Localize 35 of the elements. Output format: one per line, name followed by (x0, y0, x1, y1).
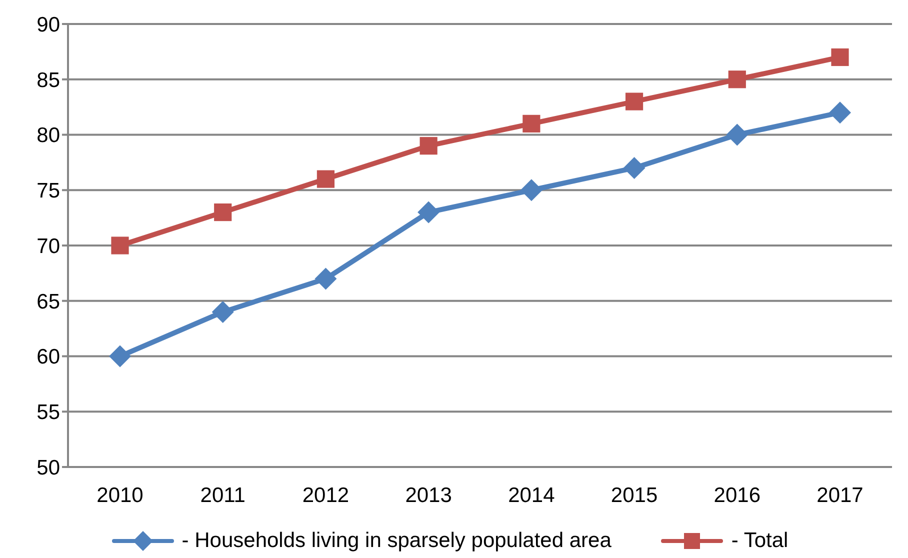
x-tick-label: 2015 (610, 484, 658, 507)
point (728, 70, 746, 88)
x-tick-label: 2014 (508, 484, 556, 507)
y-tick-label: 60 (36, 346, 60, 369)
point (418, 201, 440, 224)
point (420, 137, 438, 155)
point (316, 170, 335, 188)
y-tick-label: 55 (36, 401, 60, 424)
y-tick-label: 75 (36, 180, 60, 203)
y-tick-label: 90 (36, 13, 60, 36)
x-tick-label: 2011 (200, 484, 246, 507)
x-tick-label: 2013 (405, 484, 452, 507)
y-tick-label: 50 (36, 456, 60, 480)
point (520, 179, 542, 202)
point (522, 114, 540, 132)
x-tick-label: 2010 (96, 484, 144, 507)
point (623, 156, 646, 179)
point (111, 236, 129, 254)
y-tick-label: 85 (36, 68, 60, 92)
y-tick-label: 65 (36, 290, 60, 314)
point (625, 92, 644, 110)
point (726, 124, 748, 146)
point (831, 48, 849, 66)
y-tick-label: 80 (36, 124, 60, 148)
legend-label: - Total (731, 529, 788, 553)
y-tick-label: 70 (36, 234, 60, 258)
point (314, 268, 337, 290)
x-tick-label: 2016 (714, 484, 760, 507)
point (109, 345, 131, 368)
x-tick-label: 2012 (302, 484, 350, 507)
legend-label: - Households living in sparsely populated area (182, 529, 612, 553)
x-tick-label: 2017 (816, 484, 864, 507)
point (214, 203, 232, 222)
point (829, 102, 851, 124)
point (212, 300, 234, 323)
